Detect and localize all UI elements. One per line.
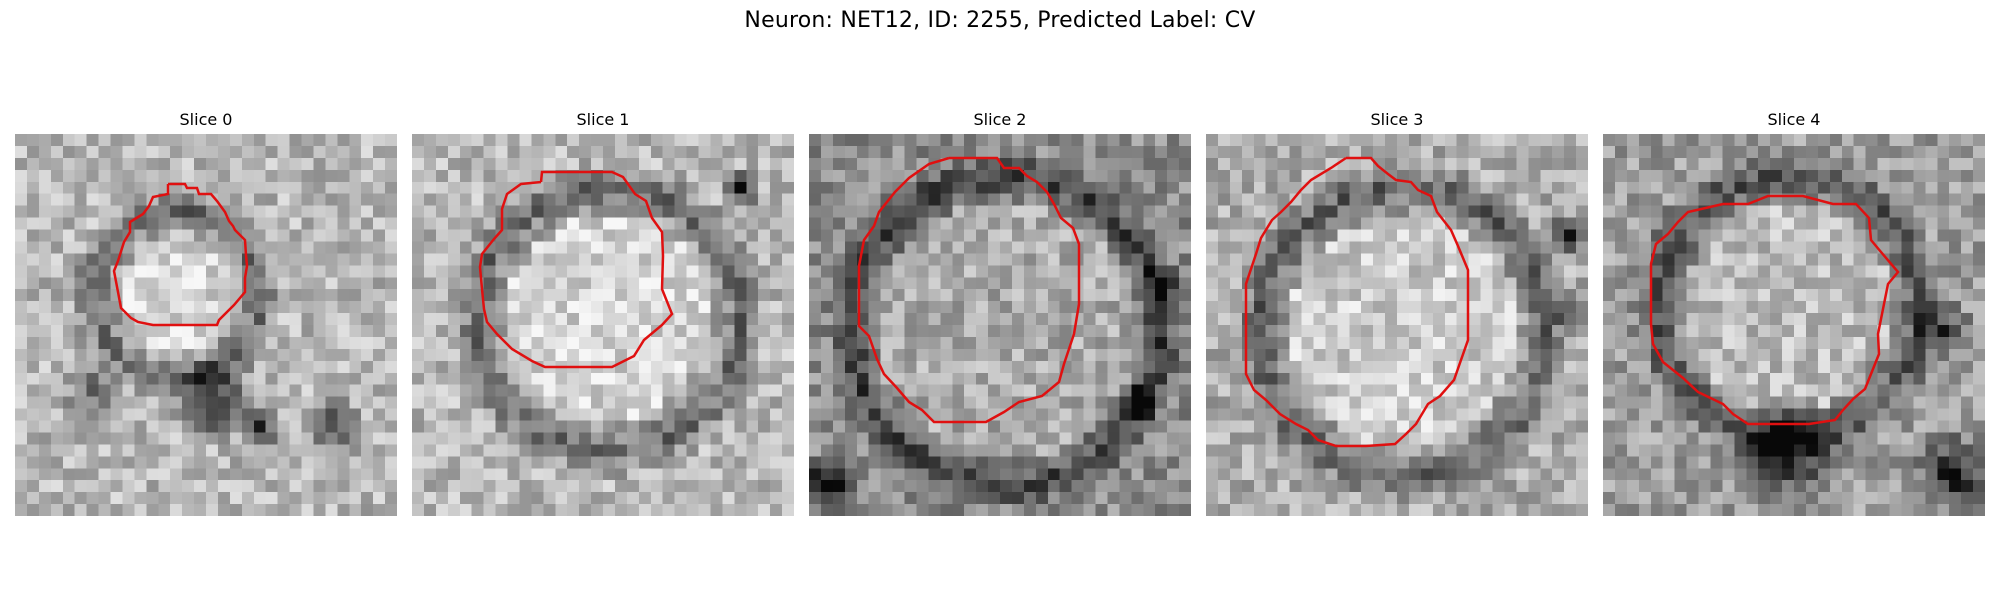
slice-title-3: Slice 3 — [1370, 110, 1424, 129]
slice-title-2: Slice 2 — [973, 110, 1027, 129]
slice-panel-1: Slice 1 — [412, 110, 794, 516]
slice-contour-1 — [478, 170, 674, 369]
slice-grayscale-2 — [809, 134, 1191, 516]
slice-grayscale-4 — [1603, 134, 1985, 516]
slice-image-0 — [15, 134, 397, 516]
slice-contour-4 — [1649, 194, 1900, 426]
slice-contour-0 — [112, 182, 249, 327]
slice-panel-0: Slice 0 — [15, 110, 397, 516]
slice-title-0: Slice 0 — [179, 110, 233, 129]
slice-grayscale-1 — [412, 134, 794, 516]
slice-title-4: Slice 4 — [1767, 110, 1821, 129]
slice-contour-2 — [857, 156, 1081, 424]
slice-panel-3: Slice 3 — [1206, 110, 1588, 516]
slice-contour-3 — [1244, 156, 1470, 448]
slice-image-1 — [412, 134, 794, 516]
slice-grayscale-3 — [1206, 134, 1588, 516]
slice-panel-4: Slice 4 — [1603, 110, 1985, 516]
slice-image-2 — [809, 134, 1191, 516]
slice-image-3 — [1206, 134, 1588, 516]
slice-image-4 — [1603, 134, 1985, 516]
figure-title: Neuron: NET12, ID: 2255, Predicted Label… — [744, 8, 1256, 33]
slice-panel-2: Slice 2 — [809, 110, 1191, 516]
slice-title-1: Slice 1 — [576, 110, 630, 129]
